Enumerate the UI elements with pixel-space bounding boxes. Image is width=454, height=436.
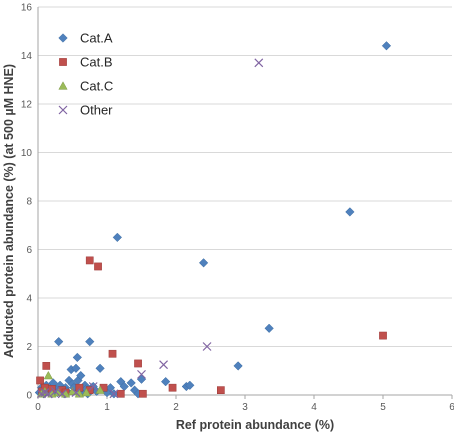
y-tick-label: 10 <box>21 148 33 159</box>
data-point <box>381 41 392 51</box>
data-point <box>71 363 81 373</box>
series-other <box>37 58 264 399</box>
legend-label: Cat.A <box>80 31 113 46</box>
data-point <box>136 374 147 384</box>
legend-marker <box>58 81 68 90</box>
x-tick-label: 3 <box>242 402 248 413</box>
data-point <box>159 360 169 370</box>
data-point <box>54 336 64 347</box>
data-point <box>76 370 86 381</box>
gridlines <box>38 6 452 347</box>
data-point <box>72 352 82 363</box>
x-tick-label: 2 <box>173 402 179 413</box>
data-point <box>185 380 195 390</box>
data-point <box>36 376 44 385</box>
x-tick-label: 1 <box>104 402 110 413</box>
data-point <box>134 359 142 368</box>
legend-label: Cat.C <box>80 79 113 94</box>
data-point <box>379 331 387 340</box>
data-point <box>95 385 105 394</box>
data-point <box>85 256 94 265</box>
data-point <box>112 232 123 243</box>
data-point <box>254 58 264 68</box>
data-point <box>264 323 274 333</box>
data-point <box>202 342 212 351</box>
data-point <box>43 370 53 380</box>
legend-marker <box>58 105 68 115</box>
x-tick-label: 6 <box>449 402 454 413</box>
x-axis-title: Ref protein abundance (%) <box>176 418 334 432</box>
y-tick-label: 16 <box>21 3 33 14</box>
y-tick-label: 0 <box>26 391 32 402</box>
x-tick-label: 4 <box>311 402 317 413</box>
data-point <box>160 377 171 387</box>
data-point <box>88 382 98 391</box>
y-axis-title: Adducted protein abundance (%) (at 500 µ… <box>2 64 16 358</box>
x-tick-labels: 0 1 2 3 4 5 6 <box>35 395 454 413</box>
data-point <box>108 349 117 358</box>
data-point <box>50 386 60 396</box>
data-point <box>57 389 67 399</box>
data-point <box>116 389 125 398</box>
data-point <box>71 388 81 397</box>
data-point <box>109 389 119 399</box>
data-point <box>81 387 91 397</box>
y-tick-labels: 0 2 4 6 8 10 12 14 16 <box>21 3 33 402</box>
data-point <box>233 361 243 371</box>
y-tick-label: 8 <box>26 197 32 208</box>
data-point <box>168 383 177 392</box>
legend-label: Other <box>80 103 113 118</box>
data-point <box>139 389 147 398</box>
x-tick-label: 5 <box>380 402 386 413</box>
y-tick-label: 6 <box>26 245 32 256</box>
y-tick-label: 12 <box>21 100 33 111</box>
y-tick-label: 4 <box>26 294 32 305</box>
data-point <box>137 369 146 379</box>
y-tick-label: 14 <box>21 51 33 62</box>
series-cat-b <box>36 256 387 398</box>
legend-marker <box>58 33 68 43</box>
data-point <box>95 363 105 373</box>
data-point <box>94 262 102 271</box>
legend-marker <box>59 58 67 66</box>
x-tick-label: 0 <box>35 402 41 413</box>
data-point <box>42 362 51 370</box>
y-tick-label: 2 <box>26 342 32 353</box>
data-points <box>34 41 392 399</box>
data-point <box>43 389 53 399</box>
data-point <box>85 336 95 347</box>
data-point <box>345 207 355 217</box>
data-point <box>126 378 136 388</box>
legend: Cat.A Cat.B Cat.C Other <box>58 31 113 118</box>
legend-label: Cat.B <box>80 55 113 70</box>
data-point <box>217 386 225 394</box>
data-point <box>198 258 209 268</box>
series-cat-a <box>34 41 392 399</box>
data-point <box>105 383 116 393</box>
